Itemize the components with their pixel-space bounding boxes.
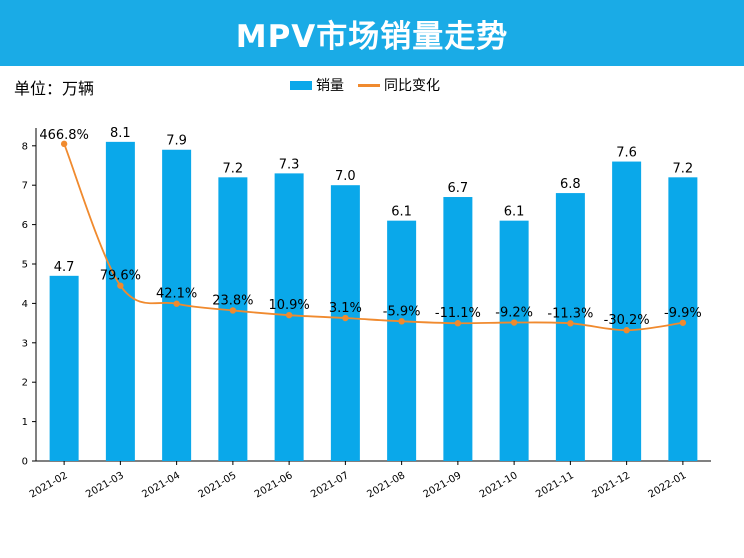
yoy-value-label: -5.9%: [383, 304, 421, 319]
bar-value-label: 7.3: [279, 157, 300, 172]
yoy-point-2021-06: [285, 311, 293, 319]
bar-2021-09: [443, 197, 473, 461]
bar-value-label: 7.9: [166, 134, 187, 149]
yoy-point-2021-12: [623, 327, 630, 334]
y-tick-label: 8: [22, 141, 28, 152]
x-tick-label: 2021-08: [365, 470, 407, 500]
bar-2022-01: [668, 177, 698, 461]
bar-2021-03: [105, 141, 135, 462]
yoy-value-label: 3.1%: [329, 301, 362, 316]
y-tick-label: 6: [22, 220, 28, 231]
y-tick-label: 2: [22, 378, 28, 389]
bar-2021-07: [330, 185, 360, 461]
x-tick-label: 2021-04: [140, 470, 182, 500]
legend-label-sales: 销量: [316, 78, 344, 94]
bar-value-label: 6.8: [560, 177, 581, 192]
legend-item-sales: 销量: [290, 75, 344, 95]
bar-value-label: 4.7: [54, 260, 75, 275]
legend-swatch-yoy: [358, 83, 380, 87]
x-tick-label: 2021-06: [253, 470, 295, 500]
legend-swatch-sales: [290, 80, 312, 90]
yoy-point-2021-10: [510, 319, 518, 326]
bar-2021-10: [499, 220, 529, 461]
x-tick-label: 2021-07: [309, 470, 351, 500]
x-tick-label: 2021-11: [534, 470, 576, 500]
yoy-value-label: 23.8%: [212, 293, 253, 308]
legend-label-yoy: 同比变化: [384, 78, 440, 94]
yoy-point-2021-09: [454, 320, 462, 327]
x-tick-label: 2021-09: [422, 470, 464, 500]
y-tick-label: 1: [22, 417, 28, 428]
bar-2021-12: [612, 161, 642, 461]
yoy-point-2021-03: [117, 282, 124, 289]
bar-value-label: 7.2: [223, 161, 244, 176]
yoy-point-2021-08: [398, 318, 405, 325]
x-tick-label: 2021-05: [197, 470, 239, 500]
title-banner: MPV市场销量走势: [0, 0, 744, 66]
bar-value-label: 6.7: [448, 181, 469, 196]
legend-item-yoy: 同比变化: [358, 75, 440, 95]
yoy-point-2021-05: [229, 307, 237, 314]
x-tick-label: 2021-10: [478, 470, 520, 500]
yoy-value-label: 10.9%: [268, 298, 309, 313]
yoy-value-label: -9.2%: [495, 306, 533, 321]
bar-value-label: 7.2: [673, 161, 694, 176]
y-tick-label: 5: [22, 260, 28, 271]
yoy-point-2021-02: [60, 140, 68, 148]
bar-value-label: 6.1: [504, 205, 525, 220]
yoy-value-label: -9.9%: [664, 306, 702, 321]
yoy-line: [63, 143, 683, 332]
bar-value-label: 7.6: [616, 146, 637, 161]
yoy-value-label: -11.3%: [547, 306, 593, 321]
bar-value-label: 8.1: [110, 126, 131, 141]
bar-2021-02: [49, 275, 79, 461]
y-tick-label: 7: [22, 181, 28, 192]
yoy-value-label: 466.8%: [39, 128, 89, 143]
x-tick-label: 2022-01: [647, 470, 689, 500]
yoy-value-label: 79.6%: [100, 269, 141, 284]
unit-label: 单位：万辆: [14, 79, 95, 98]
yoy-point-2021-11: [567, 320, 574, 327]
yoy-value-label: -30.2%: [604, 313, 650, 328]
bar-2021-05: [218, 177, 248, 461]
bar-value-label: 7.0: [335, 169, 356, 184]
chart-title: MPV市场销量走势: [235, 18, 509, 55]
bar-2021-11: [555, 193, 585, 461]
bar-value-label: 6.1: [391, 205, 412, 220]
yoy-value-label: -11.1%: [435, 306, 481, 321]
yoy-point-2022-01: [679, 319, 687, 326]
bar-2021-08: [387, 220, 417, 461]
yoy-point-2021-07: [342, 314, 349, 322]
x-tick-label: 2021-02: [28, 470, 70, 500]
yoy-point-2021-04: [173, 300, 180, 307]
x-tick-label: 2021-12: [590, 470, 632, 500]
yoy-value-label: 42.1%: [156, 287, 197, 302]
y-tick-label: 0: [22, 457, 28, 468]
legend: 销量 同比变化: [290, 75, 454, 95]
y-tick-label: 4: [22, 299, 28, 310]
y-tick-label: 3: [22, 338, 28, 349]
x-tick-label: 2021-03: [84, 470, 126, 500]
